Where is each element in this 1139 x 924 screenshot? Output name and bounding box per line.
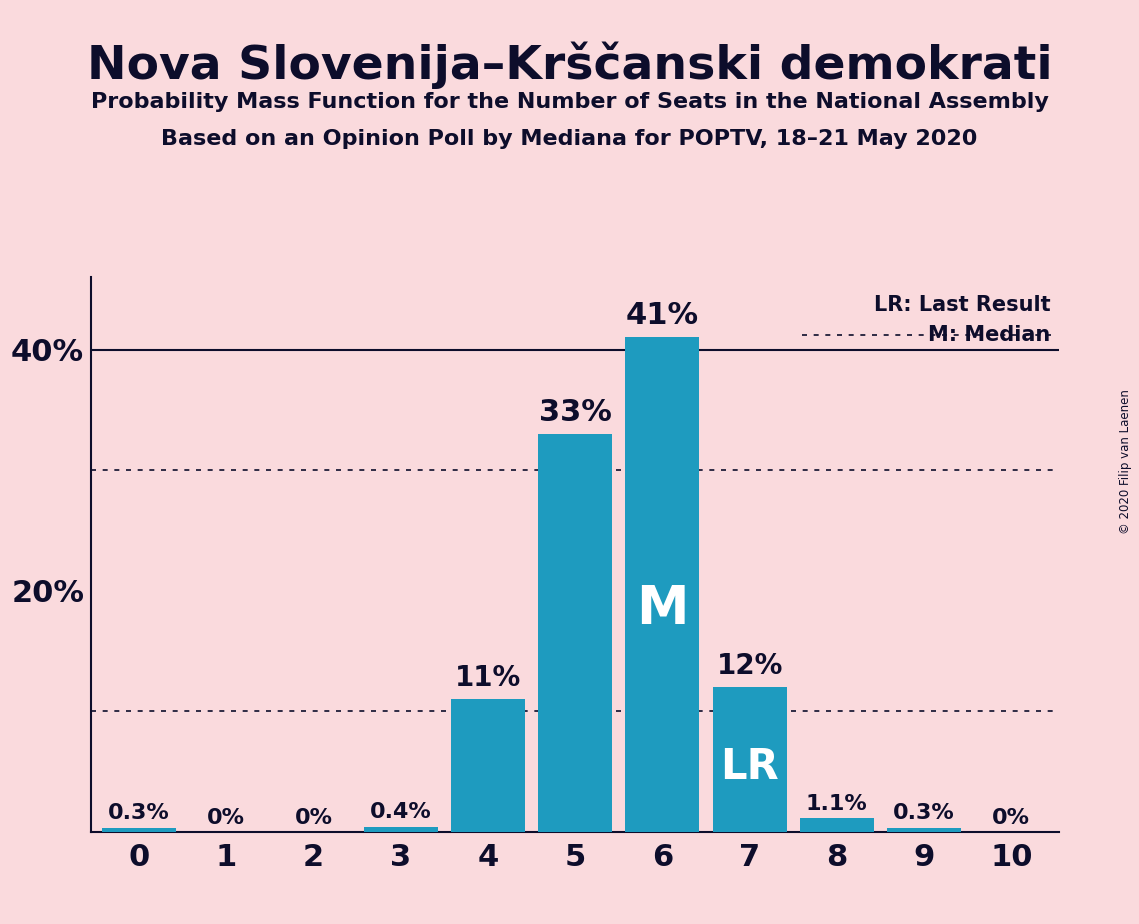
Bar [538,434,613,832]
Bar [363,827,437,832]
Text: 1.1%: 1.1% [806,794,868,813]
Text: LR: Last Result: LR: Last Result [874,296,1050,315]
Bar [625,337,699,832]
Text: Nova Slovenija–Krščanski demokrati: Nova Slovenija–Krščanski demokrati [87,42,1052,89]
Text: 0%: 0% [992,808,1031,828]
Bar [887,828,961,832]
Text: © 2020 Filip van Laenen: © 2020 Filip van Laenen [1118,390,1132,534]
Text: LR: LR [720,746,779,787]
Text: 0.3%: 0.3% [893,803,954,823]
Bar [451,699,525,832]
Text: 0%: 0% [295,808,333,828]
Text: 11%: 11% [454,663,522,692]
Text: M: M [637,583,689,635]
Text: 0.4%: 0.4% [370,802,432,822]
Text: M: Median: M: Median [928,325,1050,346]
Text: 41%: 41% [625,301,699,330]
Bar [103,828,177,832]
Bar [713,687,787,832]
Bar [800,819,874,832]
Text: Probability Mass Function for the Number of Seats in the National Assembly: Probability Mass Function for the Number… [91,92,1048,113]
Text: 33%: 33% [539,397,612,427]
Text: Based on an Opinion Poll by Mediana for POPTV, 18–21 May 2020: Based on an Opinion Poll by Mediana for … [162,129,977,150]
Text: 0%: 0% [207,808,245,828]
Text: 0.3%: 0.3% [108,803,170,823]
Text: 12%: 12% [716,651,782,680]
